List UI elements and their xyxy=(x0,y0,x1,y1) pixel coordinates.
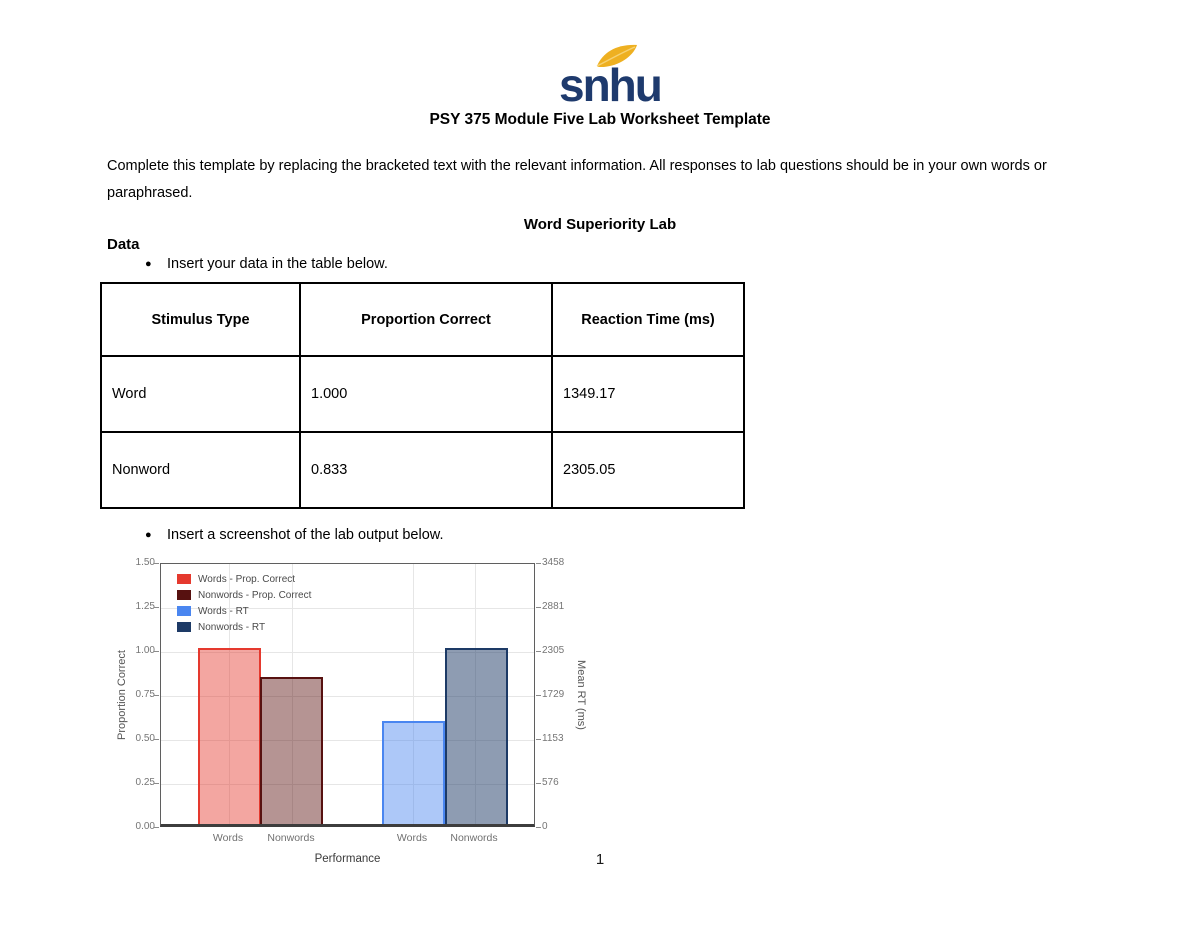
cell-stimulus-word: Word xyxy=(100,355,301,433)
bullet-item-insert-data: ● Insert your data in the table below. xyxy=(145,256,388,272)
col-header-stimulus-type: Stimulus Type xyxy=(100,282,301,357)
left-tick-mark xyxy=(154,607,159,608)
snhu-logo-text: snhu xyxy=(559,59,663,111)
bar-nonwords-rt xyxy=(445,648,508,824)
left-axis-tick-label: 1.25 xyxy=(135,601,155,612)
left-axis-tick-label: 0.50 xyxy=(135,733,155,744)
legend-swatch xyxy=(177,622,191,632)
table-header-row: Stimulus Type Proportion Correct Reactio… xyxy=(100,282,745,357)
bullet-item-insert-screenshot: ● Insert a screenshot of the lab output b… xyxy=(145,527,443,543)
bullet-icon: ● xyxy=(145,529,152,541)
bullet-text: Insert your data in the table below. xyxy=(167,256,388,272)
legend-swatch xyxy=(177,606,191,616)
x-axis-category-label: Nonwords xyxy=(267,832,315,844)
cell-word-proportion: 1.000 xyxy=(299,355,553,433)
chart-plot-area: Words - Prop. Correct Nonwords - Prop. Co… xyxy=(160,563,535,827)
lab-section-title: Word Superiority Lab xyxy=(523,216,677,233)
right-axis-tick-label: 3458 xyxy=(542,557,565,568)
right-tick-mark xyxy=(536,739,541,740)
lab-output-chart: Proportion Correct Mean RT (ms) Words - … xyxy=(115,555,605,873)
left-axis-tick-label: 0.00 xyxy=(135,821,155,832)
right-tick-mark xyxy=(536,827,541,828)
bar-words-prop-correct xyxy=(198,648,261,824)
col-header-reaction-time: Reaction Time (ms) xyxy=(551,282,745,357)
legend-label: Nonwords - Prop. Correct xyxy=(198,589,312,601)
left-axis-tick-label: 1.00 xyxy=(135,645,155,656)
left-tick-mark xyxy=(154,783,159,784)
snhu-logo: snhu xyxy=(545,44,663,108)
legend-item: Nonwords - RT xyxy=(177,619,311,635)
right-tick-mark xyxy=(536,563,541,564)
right-tick-mark xyxy=(536,783,541,784)
left-axis-tick-label: 0.25 xyxy=(135,777,155,788)
intro-paragraph: Complete this template by replacing the … xyxy=(107,158,1047,201)
legend-label: Words - Prop. Correct xyxy=(198,573,296,585)
bullet-icon: ● xyxy=(145,258,152,270)
left-tick-mark xyxy=(154,739,159,740)
left-axis-tick-label: 0.75 xyxy=(135,689,155,700)
leaf-icon xyxy=(596,44,637,67)
h-gridline xyxy=(161,740,534,741)
right-tick-mark xyxy=(536,695,541,696)
right-axis-tick-label: 0 xyxy=(542,821,548,832)
x-axis-category-label: Words xyxy=(396,832,428,844)
right-axis-tick-label: 2881 xyxy=(542,601,565,612)
right-axis-tick-label: 1729 xyxy=(542,689,565,700)
legend-item: Nonwords - Prop. Correct xyxy=(177,587,311,603)
data-table: Stimulus Type Proportion Correct Reactio… xyxy=(100,282,745,509)
legend-swatch xyxy=(177,590,191,600)
legend-item: Words - RT xyxy=(177,603,311,619)
page-number: 1 xyxy=(595,851,605,868)
right-axis-tick-label: 1153 xyxy=(542,733,564,744)
right-tick-mark xyxy=(536,607,541,608)
left-tick-mark xyxy=(154,651,159,652)
cell-nonword-proportion: 0.833 xyxy=(299,431,553,509)
table-row: Nonword 0.833 2305.05 xyxy=(100,431,745,509)
v-gridline xyxy=(229,564,230,824)
v-gridline xyxy=(292,564,293,824)
bullet-text: Insert a screenshot of the lab output be… xyxy=(167,527,444,543)
col-header-proportion-correct: Proportion Correct xyxy=(299,282,553,357)
data-heading: Data xyxy=(107,236,140,253)
cell-word-rt: 1349.17 xyxy=(551,355,745,433)
h-gridline xyxy=(161,696,534,697)
left-tick-mark xyxy=(154,695,159,696)
page-title: PSY 375 Module Five Lab Worksheet Templa… xyxy=(429,111,771,128)
x-axis-title: Performance xyxy=(314,853,381,865)
table-row: Word 1.000 1349.17 xyxy=(100,355,745,433)
v-gridline xyxy=(413,564,414,824)
x-axis-category-label: Nonwords xyxy=(450,832,498,844)
legend-label: Words - RT xyxy=(198,605,249,617)
right-axis-tick-label: 576 xyxy=(542,777,559,788)
x-axis-category-label: Words xyxy=(212,832,244,844)
left-axis-tick-label: 1.50 xyxy=(135,557,155,568)
bar-nonwords-prop-correct xyxy=(260,677,323,824)
legend-swatch xyxy=(177,574,191,584)
h-gridline xyxy=(161,652,534,653)
left-tick-mark xyxy=(154,827,159,828)
h-gridline xyxy=(161,608,534,609)
h-gridline xyxy=(161,784,534,785)
right-axis-tick-label: 2305 xyxy=(542,645,565,656)
legend-item: Words - Prop. Correct xyxy=(177,571,311,587)
cell-nonword-rt: 2305.05 xyxy=(551,431,745,509)
chart-legend: Words - Prop. Correct Nonwords - Prop. Co… xyxy=(177,571,311,635)
legend-label: Nonwords - RT xyxy=(198,621,266,633)
left-tick-mark xyxy=(154,563,159,564)
cell-stimulus-nonword: Nonword xyxy=(100,431,301,509)
right-tick-mark xyxy=(536,651,541,652)
bar-words-rt xyxy=(382,721,445,824)
